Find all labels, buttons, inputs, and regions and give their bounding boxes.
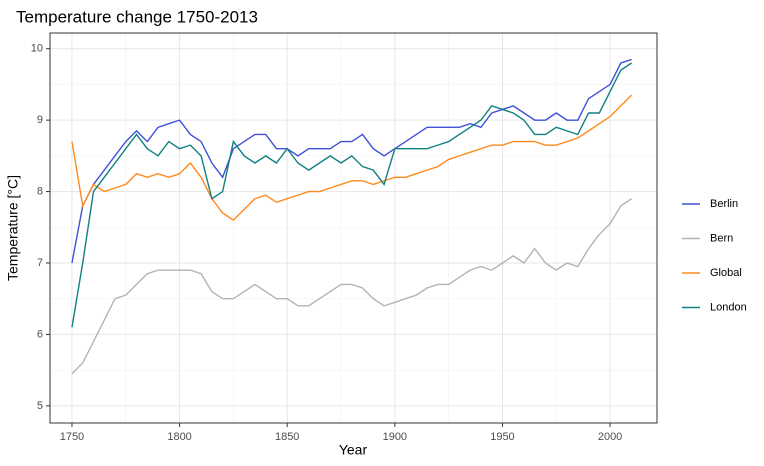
x-tick-label: 1850	[275, 431, 299, 443]
legend-label: Berlin	[710, 198, 738, 210]
legend-label: Global	[710, 267, 742, 279]
line-series	[71, 58, 632, 264]
line-series	[71, 62, 632, 328]
y-tick-label: 8	[37, 185, 43, 197]
y-tick-label: 10	[31, 43, 43, 55]
x-axis-label: Year	[339, 442, 368, 458]
x-tick-label: 1950	[490, 431, 514, 443]
legend-label: London	[710, 301, 747, 313]
legend-label: Bern	[710, 232, 733, 244]
panel-border	[49, 32, 658, 424]
line-series	[71, 198, 632, 375]
y-tick-label: 6	[37, 328, 43, 340]
chart-title: Temperature change 1750-2013	[16, 7, 258, 26]
x-tick-label: 2000	[598, 431, 622, 443]
y-tick-label: 9	[37, 114, 43, 126]
y-tick-label: 5	[37, 400, 43, 412]
y-tick-label: 7	[37, 257, 43, 269]
x-tick-label: 1750	[60, 431, 84, 443]
line-series	[71, 94, 633, 222]
x-tick-label: 1900	[383, 431, 407, 443]
x-tick-label: 1800	[167, 431, 191, 443]
y-axis-label: Temperature [°C]	[5, 175, 21, 281]
